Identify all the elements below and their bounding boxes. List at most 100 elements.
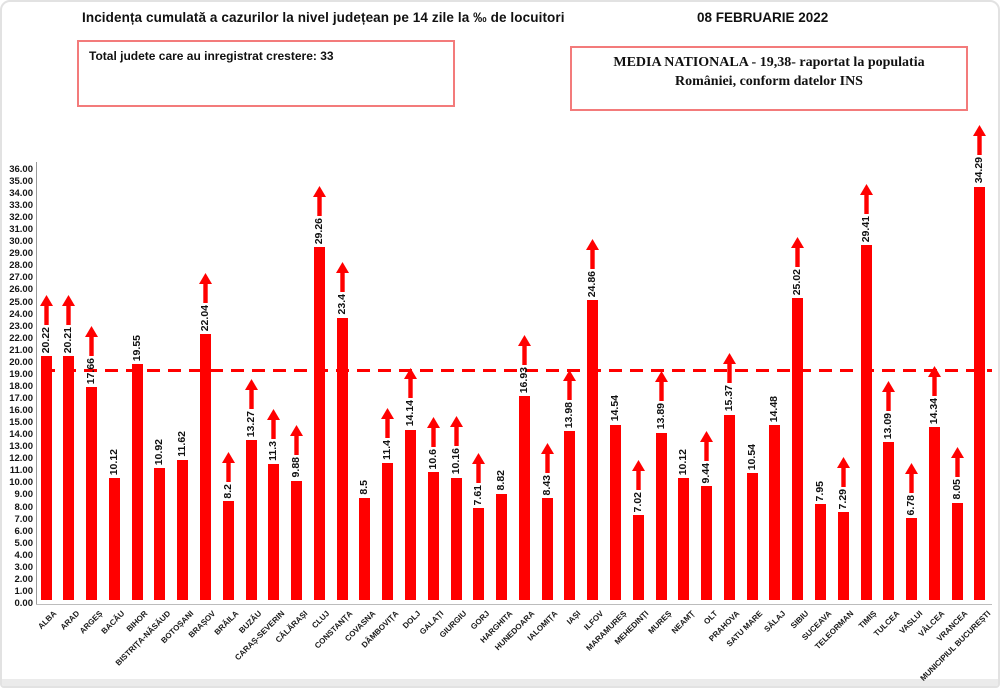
y-axis-tick: 14.00 xyxy=(9,429,33,441)
increase-arrow-icon xyxy=(244,378,258,409)
increase-arrow-icon xyxy=(62,295,76,326)
bar-value-label: 22.04 xyxy=(198,304,211,332)
increase-arrow-icon xyxy=(950,447,964,478)
bar xyxy=(108,478,120,600)
bar-value-label: 9.44 xyxy=(700,462,713,484)
bar-value-label: 8.05 xyxy=(950,479,963,500)
bar xyxy=(632,515,644,600)
bar-value-label: 6.78 xyxy=(905,494,918,516)
bar xyxy=(222,501,234,600)
bar-value-label: 14.54 xyxy=(609,395,621,422)
y-axis-tick: 23.00 xyxy=(9,320,33,332)
bar-column: 8.82 xyxy=(494,470,510,600)
y-axis-tick: 8.00 xyxy=(14,501,34,513)
bar-value-label: 10.12 xyxy=(677,448,690,475)
bar-value-label: 7.29 xyxy=(836,488,849,510)
bar xyxy=(792,298,804,600)
x-axis-line xyxy=(36,604,992,605)
bar-column: 29.26 xyxy=(311,185,327,600)
y-axis-tick: 27.00 xyxy=(9,272,33,284)
bar xyxy=(518,395,530,600)
bar-value-label: 17.66 xyxy=(85,357,98,384)
y-axis-tick: 13.00 xyxy=(9,441,33,453)
bar-value-label: 8.43 xyxy=(540,474,553,496)
bar-column: 24.86 xyxy=(585,238,601,600)
bar-column: 8.43 xyxy=(539,442,555,600)
y-axis-tick: 31.00 xyxy=(9,224,33,236)
bar xyxy=(86,387,98,600)
y-axis-tick: 22.00 xyxy=(9,332,33,344)
increase-arrow-icon xyxy=(791,237,805,268)
bar-column: 23.4 xyxy=(334,262,350,600)
y-axis-tick: 20.00 xyxy=(9,356,33,368)
bar-column: 11.3 xyxy=(266,408,282,600)
bar xyxy=(678,478,690,600)
bar-column: 16.93 xyxy=(516,334,532,600)
bar-column: 10.12 xyxy=(106,449,122,600)
increase-arrow-icon xyxy=(722,353,736,384)
bar-column: 8.05 xyxy=(949,447,965,600)
bar xyxy=(837,512,849,600)
bar xyxy=(199,334,211,600)
increase-arrow-icon xyxy=(859,184,873,215)
increase-arrow-icon xyxy=(563,370,577,401)
bar xyxy=(268,463,280,600)
bar-column: 15.37 xyxy=(721,353,737,600)
y-axis-tick: 1.00 xyxy=(14,585,34,597)
bar-column: 34.29 xyxy=(972,125,988,600)
y-axis-tick: 24.00 xyxy=(9,308,33,320)
y-axis-tick: 11.00 xyxy=(9,465,33,477)
bar xyxy=(63,356,75,600)
bar-column: 10.92 xyxy=(152,439,168,600)
bar-column: 7.02 xyxy=(630,459,646,600)
bar-value-label: 7.95 xyxy=(814,480,827,502)
bar-value-label: 24.86 xyxy=(586,270,599,298)
chart-date: 08 FEBRUARIE 2022 xyxy=(697,10,829,25)
bar-column: 29.41 xyxy=(858,184,874,600)
bar xyxy=(564,431,576,600)
bar-column: 8.2 xyxy=(220,451,236,600)
national-average-box: MEDIA NATIONALA - 19,38- raportat la pop… xyxy=(570,46,968,111)
bar-value-label: 9.88 xyxy=(290,457,303,478)
bar-column: 7.95 xyxy=(813,481,829,600)
increase-arrow-icon xyxy=(654,371,668,402)
increase-arrow-icon xyxy=(586,238,600,269)
bar-value-label: 13.98 xyxy=(563,402,576,429)
bar xyxy=(815,504,827,600)
increase-arrow-icon xyxy=(39,294,53,325)
bar xyxy=(427,472,439,600)
bar-value-label: 11.4 xyxy=(381,439,394,460)
bar-column: 9.44 xyxy=(699,430,715,600)
bar-value-label: 14.14 xyxy=(403,400,416,427)
bar-value-label: 13.09 xyxy=(882,412,895,440)
bar-column: 25.02 xyxy=(790,237,806,600)
increase-arrow-icon xyxy=(85,325,99,356)
increase-arrow-icon xyxy=(927,365,941,396)
y-axis-tick: 30.00 xyxy=(9,236,33,248)
bar-column: 11.4 xyxy=(380,407,396,600)
bar-value-label: 10.16 xyxy=(449,448,462,475)
y-axis-tick: 10.00 xyxy=(9,477,33,489)
bar-value-label: 13.27 xyxy=(244,410,257,437)
bar-value-label: 20.22 xyxy=(39,326,52,354)
bar-column: 19.55 xyxy=(129,335,145,600)
bar-column: 10.6 xyxy=(425,416,441,600)
bar-value-label: 29.41 xyxy=(859,216,872,243)
y-axis-tick: 19.00 xyxy=(9,368,33,380)
bar xyxy=(245,440,257,600)
bar-column: 7.29 xyxy=(835,456,851,600)
y-axis-tick: 17.00 xyxy=(9,392,33,404)
bar-column: 13.09 xyxy=(881,380,897,600)
growth-counties-text: Total judete care au inregistrat crester… xyxy=(89,49,334,63)
increase-arrow-icon xyxy=(221,451,235,482)
bar xyxy=(40,356,52,600)
bar-value-label: 19.55 xyxy=(130,334,143,362)
y-axis-tick: 28.00 xyxy=(9,260,33,272)
bar-column: 13.98 xyxy=(562,370,578,600)
increase-arrow-icon xyxy=(335,262,349,293)
bar-column: 9.88 xyxy=(289,425,305,600)
bar xyxy=(541,498,553,600)
bar xyxy=(906,518,918,600)
bar xyxy=(701,486,713,600)
